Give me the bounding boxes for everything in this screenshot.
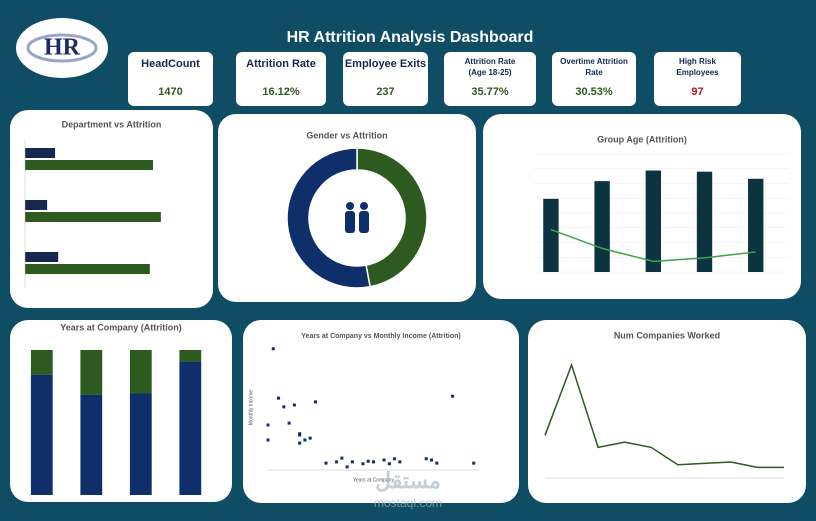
point [435,461,439,465]
point [424,457,428,461]
person-body [359,211,369,233]
kpi-value: 35.77% [471,86,509,98]
point [382,458,386,462]
person-head [346,202,354,210]
bar [696,171,713,272]
logo-text: HR [44,35,81,61]
watermark: مستقل [375,468,441,493]
point [282,405,286,409]
bar [748,178,764,272]
point [298,433,302,437]
inner-ring [312,173,402,263]
chart-panel [10,110,213,308]
point [308,436,312,440]
line [544,362,784,469]
kpi-value: 16.12% [262,86,300,98]
dashboard-title: HR Attrition Analysis Dashboard [287,29,534,46]
title-banner [282,24,540,50]
bar [543,198,559,272]
kpi-card [236,52,326,106]
bar-segment [179,361,202,495]
bar [25,200,48,210]
logo-swoosh [26,33,98,63]
bar [645,170,661,272]
point [287,421,291,425]
y-axis-label: Monthly Income [248,390,254,426]
kpi-value: 1470 [158,86,182,98]
bar-segment [30,350,53,375]
chart-title: Group Age (Attrition) [597,134,687,144]
kpi-label: Overtime Attrition Rate [560,57,628,77]
point [398,460,402,464]
kpi-value: 97 [691,86,703,98]
kpi-label: Attrition Rate (Age 18-25) [465,57,516,77]
person-body [345,211,355,233]
chart-title: Num Companies Worked [614,330,720,340]
point [277,396,281,400]
bar [25,264,150,274]
point [298,441,302,445]
point [430,458,434,462]
point [266,423,270,427]
kpi-card [444,52,536,106]
person-head [360,202,368,210]
point [271,347,275,351]
chart-panel [528,320,806,503]
line [550,228,756,263]
point [340,456,344,460]
bar [25,212,161,222]
bar [25,160,153,170]
point [372,460,375,464]
kpi-card [343,52,428,106]
kpi-card [128,52,213,106]
point [313,400,317,404]
point [266,438,270,442]
chart-panel [10,320,232,502]
point [472,461,476,465]
kpi-label: Employee Exits [345,58,426,70]
kpi-value: 30.53% [575,86,613,98]
x-axis-label: Years at Company [353,477,394,483]
bar-segment [129,393,152,495]
icon-circle [328,189,386,247]
kpi-card [552,52,636,106]
chart-title: Gender vs Attrition [306,130,387,140]
kpi-value: 237 [376,86,394,98]
point [350,460,354,464]
point [345,465,349,469]
bar-segment [129,350,152,394]
bar [25,148,56,158]
point [335,460,339,464]
donut-slice [356,147,428,288]
donut-slice [286,147,371,289]
point [324,461,328,465]
point [451,394,455,398]
point [292,403,296,407]
bar-segment [179,350,202,362]
point [361,462,365,466]
chart-title: Department vs Attrition [62,119,162,129]
watermark: mostaql.com [374,496,442,510]
bar [25,252,59,262]
bar-segment [80,350,103,395]
chart-title: Years at Company (Attrition) [60,322,182,332]
chart-panel [483,114,801,299]
kpi-card [654,52,741,106]
chart-panel [243,320,519,503]
chart-title: Years at Company vs Monthly Income (Attr… [301,333,460,340]
kpi-label: Attrition Rate [246,58,316,70]
kpi-label: High Risk Employees [676,57,719,77]
bar-segment [80,394,103,495]
point [303,438,307,442]
bar-segment [30,374,53,495]
bar [594,181,610,272]
logo-badge [16,18,108,78]
point [393,457,397,461]
point [366,459,370,463]
kpi-label: HeadCount [141,58,200,70]
point [387,462,391,466]
